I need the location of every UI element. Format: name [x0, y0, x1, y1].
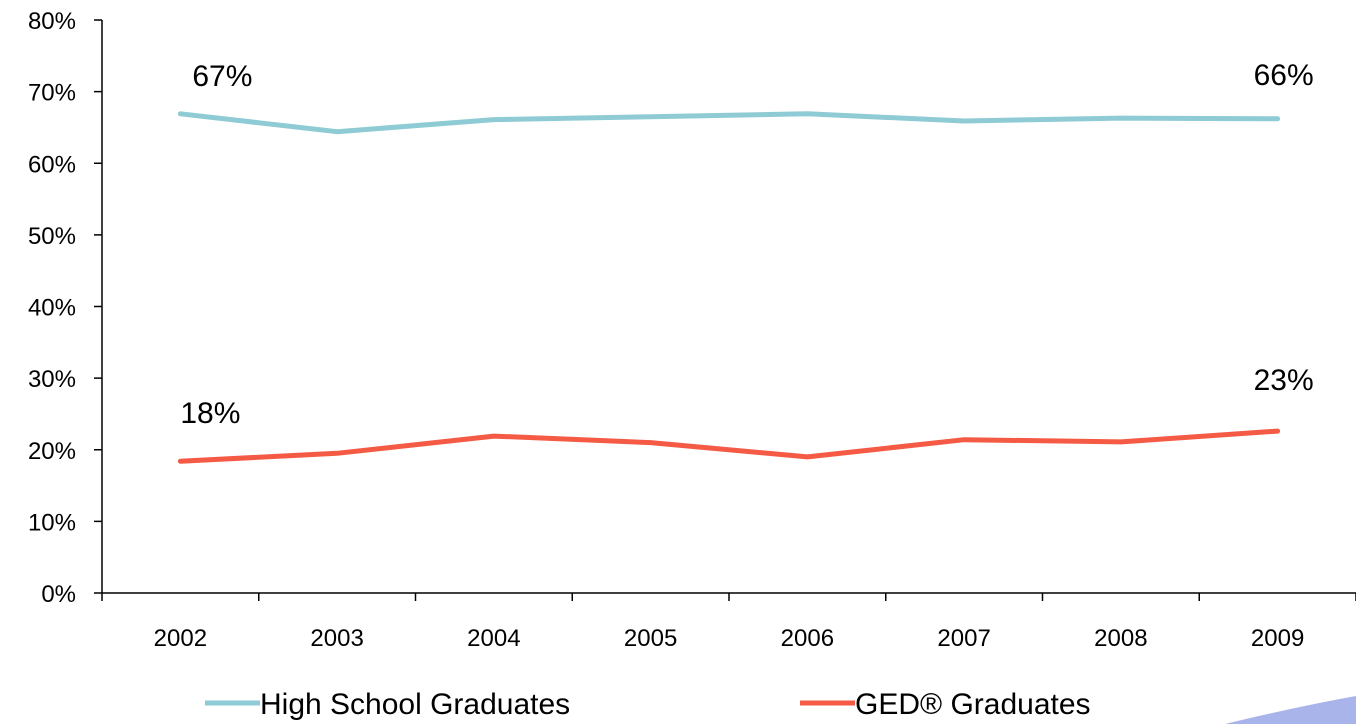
axes: 0% 10% 20% 30% 40% 50% 60% 70% 80% 2002 2003 2004 20… [28, 8, 1356, 652]
y-tick-label: 20% [28, 438, 76, 465]
y-tick-label: 10% [28, 509, 76, 536]
x-tick-label: 2009 [1251, 625, 1304, 652]
x-tick-label: 2005 [624, 625, 677, 652]
series-line-1 [177, 428, 1281, 464]
data-label-first: 18% [180, 397, 240, 430]
y-tick-label: 0% [41, 581, 76, 608]
legend-label: GED® Graduates [855, 688, 1091, 721]
data-label-last: 66% [1254, 59, 1314, 92]
x-tick-label: 2006 [781, 625, 834, 652]
x-tick-label: 2002 [154, 625, 207, 652]
y-tick-label: 80% [28, 8, 76, 35]
x-tick-label: 2007 [937, 625, 990, 652]
y-tick-label: 70% [28, 80, 76, 107]
y-tick-label: 40% [28, 295, 76, 322]
decorative-swoosh [1225, 696, 1356, 724]
series-line-0 [177, 111, 1281, 135]
data-label-first: 67% [192, 60, 252, 93]
y-tick-label: 50% [28, 223, 76, 250]
legend-label: High School Graduates [260, 688, 570, 721]
data-labels: 67% 66% 18% 23% [180, 59, 1313, 430]
x-tick-label: 2004 [467, 625, 520, 652]
y-tick-label: 30% [28, 366, 76, 393]
legend: High School Graduates GED® Graduates [205, 688, 1091, 721]
x-tick-label: 2003 [310, 625, 363, 652]
series-lines [177, 111, 1281, 464]
data-label-last: 23% [1254, 364, 1314, 397]
y-tick-label: 60% [28, 151, 76, 178]
x-tick-label: 2008 [1094, 625, 1147, 652]
